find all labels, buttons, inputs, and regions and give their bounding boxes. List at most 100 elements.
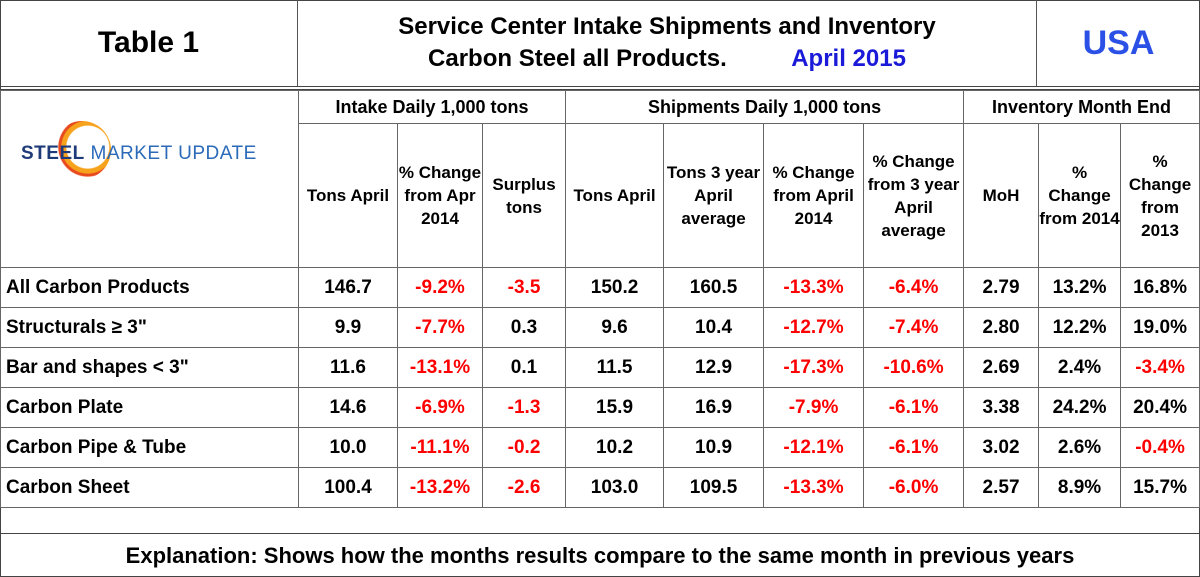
table-cell: -9.2% bbox=[397, 267, 483, 308]
table-cell: 19.0% bbox=[1120, 307, 1200, 348]
table-cell: 12.9 bbox=[663, 347, 765, 388]
table-cell: -0.4% bbox=[1120, 427, 1200, 468]
table-cell: -13.3% bbox=[763, 467, 865, 508]
table-cell: -6.1% bbox=[863, 387, 965, 428]
table-cell: 9.6 bbox=[565, 307, 665, 348]
table-cell: 3.02 bbox=[963, 427, 1040, 468]
table-row: Carbon Plate 14.6 -6.9% -1.3 15.9 16.9 -7.9% -6… bbox=[0, 387, 1200, 428]
table-cell: 8.9% bbox=[1038, 467, 1122, 508]
table-cell: 2.79 bbox=[963, 267, 1040, 308]
logo-word-steel: STEEL bbox=[21, 143, 85, 164]
title-product: Carbon Steel all Products. bbox=[428, 45, 727, 72]
row-label: Structurals ≥ 3" bbox=[0, 307, 299, 348]
table-cell: -0.2 bbox=[481, 427, 567, 468]
column-header: Surplus tons bbox=[481, 123, 567, 268]
row-label: Bar and shapes < 3" bbox=[0, 347, 299, 388]
table-cell: -6.9% bbox=[397, 387, 483, 428]
table-cell: -7.4% bbox=[863, 307, 965, 348]
table-cell: -13.3% bbox=[763, 267, 865, 308]
data-table: STEEL MARKET UPDATE Intake Daily 1,000 t… bbox=[0, 90, 1200, 508]
table-cell: 160.5 bbox=[663, 267, 765, 308]
logo-cell: STEEL MARKET UPDATE bbox=[0, 90, 299, 268]
group-inventory: Inventory Month End bbox=[963, 90, 1200, 124]
table-cell: 10.0 bbox=[298, 427, 398, 468]
column-header: Tons April bbox=[298, 123, 398, 268]
footer-divider bbox=[0, 515, 1200, 534]
table-cell: 2.69 bbox=[963, 347, 1040, 388]
table-cell: 0.3 bbox=[481, 307, 567, 348]
table-row: Bar and shapes < 3" 11.6 -13.1% 0.1 11.5 12.9… bbox=[0, 347, 1200, 388]
table-cell: 103.0 bbox=[565, 467, 665, 508]
column-header: % Change from 3 year April average bbox=[863, 123, 965, 268]
table-cell: 11.6 bbox=[298, 347, 398, 388]
row-label: Carbon Plate bbox=[0, 387, 299, 428]
table-cell: 11.5 bbox=[565, 347, 665, 388]
group-intake: Intake Daily 1,000 tons bbox=[297, 90, 567, 124]
table-cell: 16.8% bbox=[1120, 267, 1200, 308]
table-cell: 15.7% bbox=[1120, 467, 1200, 508]
title-period: April 2015 bbox=[791, 45, 906, 72]
group-shipments: Shipments Daily 1,000 tons bbox=[565, 90, 965, 124]
column-header: MoH bbox=[963, 123, 1040, 268]
region-label: USA bbox=[1082, 23, 1155, 62]
table-row: Carbon Sheet 100.4 -13.2% -2.6 103.0 109.5 -13… bbox=[0, 467, 1200, 508]
header-divider bbox=[0, 86, 1200, 90]
column-header: % Change from 2013 bbox=[1120, 123, 1200, 268]
table-cell: -2.6 bbox=[481, 467, 567, 508]
table-cell: -13.1% bbox=[397, 347, 483, 388]
table-cell: 10.2 bbox=[565, 427, 665, 468]
table-cell: -13.2% bbox=[397, 467, 483, 508]
table-cell: 20.4% bbox=[1120, 387, 1200, 428]
logo-arc-icon bbox=[53, 121, 111, 179]
table-cell: 16.9 bbox=[663, 387, 765, 428]
table-row: Carbon Pipe & Tube 10.0 -11.1% -0.2 10.2 10.9… bbox=[0, 427, 1200, 468]
table-title: Service Center Intake Shipments and Inve… bbox=[298, 0, 1037, 86]
column-header: % Change from April 2014 bbox=[763, 123, 865, 268]
table-cell: -7.9% bbox=[763, 387, 865, 428]
table-cell: 15.9 bbox=[565, 387, 665, 428]
row-label: All Carbon Products bbox=[0, 267, 299, 308]
table-number: Table 1 bbox=[0, 0, 298, 86]
row-label: Carbon Sheet bbox=[0, 467, 299, 508]
table-cell: -6.0% bbox=[863, 467, 965, 508]
table-cell: 2.80 bbox=[963, 307, 1040, 348]
table-cell: -12.7% bbox=[763, 307, 865, 348]
table-cell: 2.57 bbox=[963, 467, 1040, 508]
table-cell: -1.3 bbox=[481, 387, 567, 428]
table-cell: 109.5 bbox=[663, 467, 765, 508]
title-line-2: Carbon Steel all Products. April 2015 bbox=[428, 43, 906, 75]
table-cell: -17.3% bbox=[763, 347, 865, 388]
table-cell: 146.7 bbox=[298, 267, 398, 308]
logo-word-rest: MARKET UPDATE bbox=[84, 143, 257, 164]
explanation-text: Explanation: Shows how the months result… bbox=[125, 542, 1075, 568]
table-cell: 150.2 bbox=[565, 267, 665, 308]
table-cell: 10.4 bbox=[663, 307, 765, 348]
steel-market-update-logo: STEEL MARKET UPDATE bbox=[21, 121, 271, 181]
row-label: Carbon Pipe & Tube bbox=[0, 427, 299, 468]
table-cell: 100.4 bbox=[298, 467, 398, 508]
table-cell: -6.1% bbox=[863, 427, 965, 468]
table-cell: -11.1% bbox=[397, 427, 483, 468]
title-line-1: Service Center Intake Shipments and Inve… bbox=[398, 13, 936, 40]
table-row: All Carbon Products 146.7 -9.2% -3.5 150.2 16… bbox=[0, 267, 1200, 308]
table-row: Structurals ≥ 3" 9.9 -7.7% 0.3 9.6 10.4 -12.7%… bbox=[0, 307, 1200, 348]
table-cell: 2.6% bbox=[1038, 427, 1122, 468]
table-cell: -3.4% bbox=[1120, 347, 1200, 388]
column-header: % Change from 2014 bbox=[1038, 123, 1122, 268]
table-cell: -10.6% bbox=[863, 347, 965, 388]
table-cell: 3.38 bbox=[963, 387, 1040, 428]
table-cell: -6.4% bbox=[863, 267, 965, 308]
column-header: % Change from Apr 2014 bbox=[397, 123, 483, 268]
table-cell: 2.4% bbox=[1038, 347, 1122, 388]
table-cell: -7.7% bbox=[397, 307, 483, 348]
column-header: Tons 3 year April average bbox=[663, 123, 765, 268]
table-cell: 12.2% bbox=[1038, 307, 1122, 348]
table-cell: 14.6 bbox=[298, 387, 398, 428]
table-cell: 0.1 bbox=[481, 347, 567, 388]
table-cell: 13.2% bbox=[1038, 267, 1122, 308]
table-cell: 24.2% bbox=[1038, 387, 1122, 428]
table-cell: 10.9 bbox=[663, 427, 765, 468]
table-cell: -12.1% bbox=[763, 427, 865, 468]
table-cell: -3.5 bbox=[481, 267, 567, 308]
table-cell: 9.9 bbox=[298, 307, 398, 348]
